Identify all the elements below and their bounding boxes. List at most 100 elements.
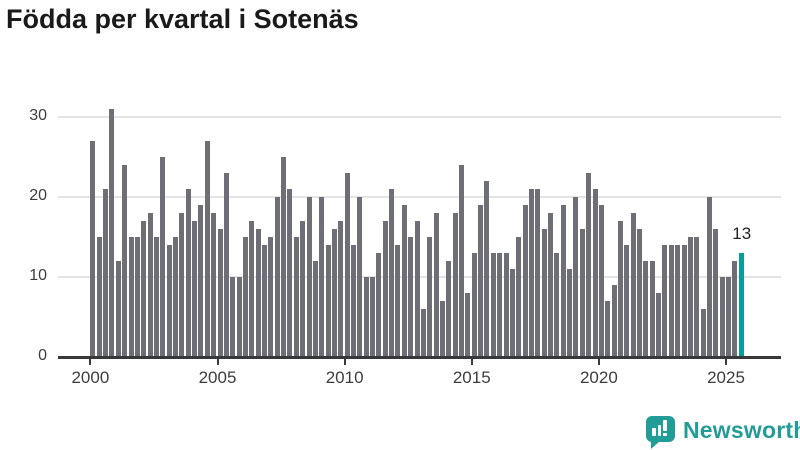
- bar-2018-q1: [548, 213, 554, 357]
- bar-2007-q3: [281, 157, 287, 357]
- chart-title: Födda per kvartal i Sotenäs: [6, 4, 359, 34]
- bar-2013-q3: [433, 213, 439, 357]
- bar-2004-q2: [198, 205, 204, 357]
- bar-2010-q1: [344, 173, 350, 357]
- x-axis-tick-2015: [470, 358, 473, 365]
- bar-2003-q3: [179, 213, 185, 357]
- bar-2018-q2: [554, 253, 560, 357]
- bar-2005-q2: [223, 173, 229, 357]
- bar-2012-q2: [401, 205, 407, 357]
- bar-2004-q3: [204, 141, 210, 357]
- bar-2022-q3: [662, 245, 668, 357]
- bar-2022-q4: [668, 245, 674, 357]
- bar-2009-q3: [331, 229, 337, 357]
- bar-2004-q4: [211, 213, 217, 357]
- bar-2023-q3: [687, 237, 693, 357]
- newsworthy-logo[interactable]: Newsworthy: [646, 415, 800, 449]
- bar-2015-q3: [484, 181, 490, 357]
- bar-2016-q3: [509, 269, 515, 357]
- bar-2001-q1: [115, 261, 121, 357]
- bar-2014-q4: [465, 293, 471, 357]
- bar-2003-q2: [173, 237, 179, 357]
- x-axis-tick-2000: [89, 358, 92, 365]
- bar-2006-q1: [242, 237, 248, 357]
- bar-2019-q3: [586, 173, 592, 357]
- bar-2016-q2: [503, 253, 509, 357]
- bar-2025-q2: [732, 261, 738, 357]
- bar-2023-q4: [694, 237, 700, 357]
- bar-2022-q1: [649, 261, 655, 357]
- x-axis-tick-2020: [597, 358, 600, 365]
- newsworthy-logo-text: Newsworthy: [683, 417, 800, 443]
- bar-2011-q2: [376, 253, 382, 357]
- x-axis-tick-2010: [343, 358, 346, 365]
- bar-2008-q4: [312, 261, 318, 357]
- x-axis-label-2000: 2000: [71, 368, 110, 387]
- bar-2012-q1: [395, 245, 401, 357]
- bar-2000-q3: [103, 189, 109, 357]
- bar-2005-q4: [236, 277, 242, 357]
- bar-2018-q3: [560, 205, 566, 357]
- bar-2007-q1: [268, 237, 274, 357]
- bar-2017-q1: [522, 205, 528, 357]
- x-axis-label-2010: 2010: [325, 368, 364, 387]
- bar-2014-q2: [452, 213, 458, 357]
- bar-2009-q1: [319, 197, 325, 357]
- y-axis-label-0: 0: [38, 347, 47, 364]
- bar-2000-q2: [96, 237, 102, 357]
- x-axis-label-2025: 2025: [707, 368, 745, 387]
- bar-2021-q4: [643, 261, 649, 357]
- bar-2002-q2: [147, 213, 153, 357]
- x-axis-tick-2025: [725, 358, 727, 365]
- gridline-20: [58, 196, 781, 199]
- bar-2012-q3: [408, 237, 414, 357]
- bar-2009-q2: [325, 245, 331, 357]
- bar-2008-q1: [293, 237, 299, 357]
- last-value-label: 13: [732, 224, 752, 244]
- bar-2021-q2: [630, 213, 636, 357]
- bar-2021-q1: [624, 245, 630, 357]
- gridline-30: [58, 116, 781, 119]
- bar-2023-q1: [675, 245, 681, 357]
- x-axis-line: [58, 355, 781, 359]
- bar-2025-q1: [726, 277, 731, 357]
- bar-2008-q2: [300, 221, 306, 357]
- bar-2014-q1: [446, 261, 452, 357]
- bar-2003-q4: [185, 189, 191, 357]
- bar-2011-q4: [389, 189, 395, 357]
- bar-2012-q4: [414, 221, 420, 357]
- bar-2020-q4: [617, 221, 623, 357]
- bar-2013-q1: [420, 309, 426, 357]
- x-axis-label-2020: 2020: [579, 368, 618, 387]
- bar-2004-q1: [192, 221, 198, 357]
- y-axis-label-20: 20: [29, 187, 47, 205]
- bar-2002-q1: [141, 221, 147, 357]
- bar-2019-q1: [573, 197, 579, 357]
- bar-2021-q3: [637, 229, 643, 357]
- bar-2001-q4: [134, 237, 140, 357]
- bar-2002-q3: [153, 237, 159, 357]
- bar-2010-q3: [357, 197, 363, 357]
- bar-2003-q1: [166, 245, 172, 357]
- bar-2023-q2: [681, 245, 687, 357]
- bar-2011-q1: [370, 277, 376, 357]
- bar-2007-q4: [287, 189, 293, 357]
- bar-2019-q2: [579, 229, 585, 357]
- bar-2005-q3: [230, 277, 236, 357]
- bar-2022-q2: [656, 293, 662, 357]
- bar-2015-q1: [471, 253, 477, 357]
- bar-2015-q2: [478, 205, 484, 357]
- bar-2005-q1: [217, 229, 223, 357]
- bar-2016-q4: [516, 237, 522, 357]
- bar-2008-q3: [306, 197, 312, 357]
- bar-2011-q3: [382, 221, 388, 357]
- bar-2000-q4: [109, 109, 115, 357]
- y-axis-label-30: 30: [29, 107, 47, 125]
- bar-2017-q3: [535, 189, 541, 357]
- bar-2020-q1: [598, 205, 604, 357]
- x-axis-tick-2005: [216, 358, 219, 365]
- bar-2024-q1: [700, 309, 706, 357]
- bar-2009-q4: [338, 221, 344, 357]
